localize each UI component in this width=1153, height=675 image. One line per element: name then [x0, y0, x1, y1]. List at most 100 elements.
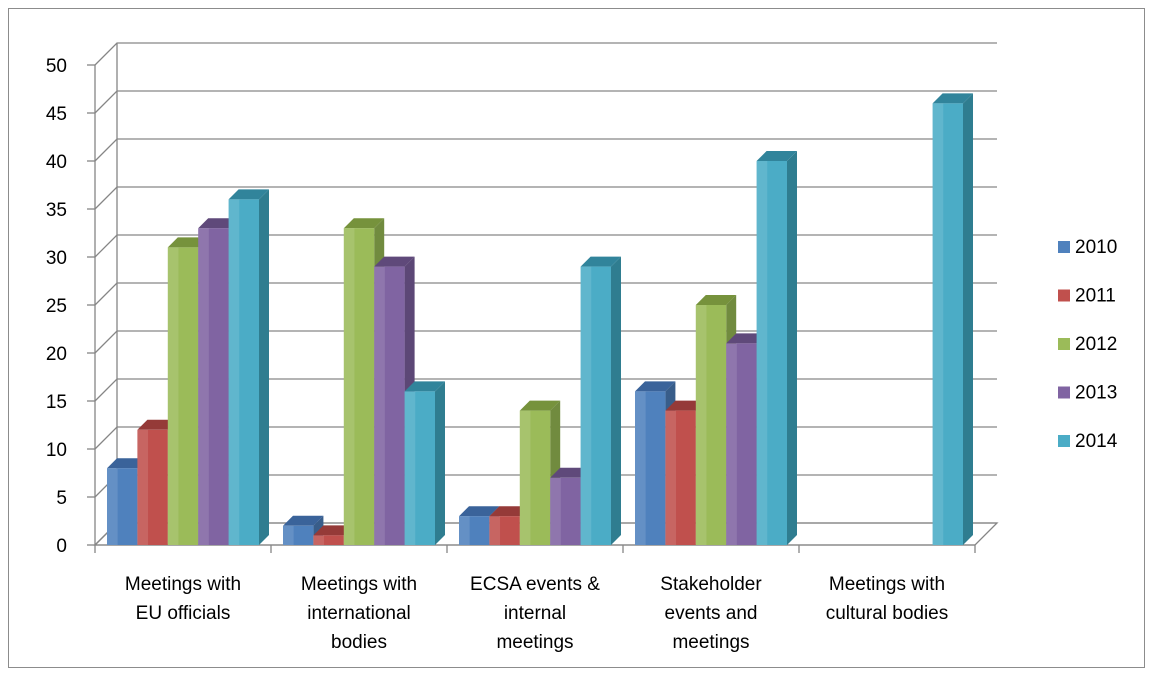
y-tick-label: 20: [46, 344, 67, 365]
y-tick-label: 30: [46, 248, 67, 269]
gridline: [94, 42, 997, 66]
bar-top: [228, 189, 269, 200]
bar-top: [374, 256, 415, 267]
y-tick-label: 10: [46, 440, 67, 461]
x-category-label: Meetings with cultural bodies: [826, 574, 949, 624]
bar-top: [756, 151, 797, 161]
bar-front: [489, 516, 520, 545]
bar-highlight: [107, 468, 118, 545]
legend-swatch: [1058, 338, 1070, 350]
bar-highlight: [932, 103, 944, 546]
bar-highlight: [313, 535, 325, 545]
bar-front: [198, 228, 229, 545]
bar-highlight: [665, 410, 677, 545]
gridline: [94, 138, 997, 162]
bar-top: [107, 458, 148, 469]
legend-label: 2010: [1075, 237, 1117, 258]
y-tick-label: 50: [46, 56, 67, 77]
bar-front: [374, 266, 405, 545]
y-tick-label: 45: [46, 104, 67, 125]
bar-highlight: [580, 266, 592, 545]
bar-highlight: [726, 343, 737, 545]
bar-highlight: [137, 429, 149, 545]
bar-front: [283, 525, 314, 545]
bar-top: [137, 419, 178, 430]
legend-label: 2011: [1075, 286, 1116, 307]
y-tick-label: 40: [46, 152, 67, 173]
legend-label: 2014: [1075, 431, 1118, 452]
bar-highlight: [695, 305, 707, 545]
bar-side: [259, 189, 269, 545]
bar-top: [283, 515, 324, 526]
bar-2014-3: [756, 151, 797, 545]
bar-side: [611, 256, 621, 545]
gridline: [94, 282, 997, 306]
bar-front: [550, 477, 581, 545]
bar-top: [580, 256, 621, 267]
bar-top: [313, 525, 354, 536]
bar-front: [167, 247, 199, 545]
bar-highlight: [519, 410, 531, 545]
bar-side: [963, 93, 973, 546]
bar-top: [343, 218, 385, 229]
bar-front: [726, 343, 757, 545]
legend-swatch: [1058, 435, 1070, 447]
bar-top: [695, 295, 737, 305]
bar-side: [435, 381, 445, 545]
bar-top: [167, 237, 209, 248]
gridline: [94, 186, 997, 210]
x-category-label: Stakeholder events and meetings: [660, 574, 762, 653]
x-category-label: ECSA events & internal meetings: [470, 574, 600, 653]
bar-top: [550, 467, 591, 478]
gridline: [94, 90, 997, 114]
bar-front: [519, 410, 551, 545]
bar-front: [932, 103, 963, 546]
bar-front: [665, 410, 696, 545]
bar-highlight: [756, 161, 768, 545]
bar-2010-1: [283, 515, 324, 545]
bar-front: [107, 468, 138, 545]
bar-front: [635, 391, 666, 545]
bar-top: [726, 333, 767, 344]
y-tick-label: 15: [46, 392, 67, 413]
bar-highlight: [374, 266, 385, 545]
bar-highlight: [489, 516, 501, 545]
gridline: [94, 234, 997, 258]
bar-front: [459, 516, 490, 545]
bar-front: [228, 199, 259, 545]
bar-top: [519, 400, 561, 411]
bar-front: [580, 266, 611, 545]
bar-highlight: [283, 525, 294, 545]
legend: 2010 2011 2012 2013 2014: [1058, 237, 1118, 452]
legend-swatch: [1058, 386, 1070, 399]
y-tick-label: 5: [56, 488, 67, 509]
bar-top: [489, 506, 530, 517]
bar-top: [404, 381, 445, 392]
legend-label: 2012: [1075, 334, 1117, 355]
y-tick-labels: 0 5 10 15 20 25 30 35 40 45 50: [46, 56, 67, 557]
bar-front: [404, 391, 435, 545]
bar-front: [756, 161, 787, 545]
bar-front: [695, 305, 727, 545]
bar-2014-0: [228, 189, 269, 545]
y-tick-label: 35: [46, 200, 67, 221]
bar-top: [459, 506, 500, 517]
bar-highlight: [459, 516, 470, 545]
bar-2014-4: [932, 93, 973, 546]
legend-swatch: [1058, 289, 1070, 302]
bars: [107, 93, 973, 546]
bar-front: [137, 429, 168, 545]
y-tick-label: 25: [46, 296, 67, 317]
y-tick-label: 0: [56, 536, 67, 557]
bar-highlight: [228, 199, 240, 545]
x-category-labels: Meetings with EU officials Meetings with in…: [125, 574, 948, 653]
bar-2014-1: [404, 381, 445, 545]
bar-top: [635, 381, 676, 392]
bar-front: [313, 535, 344, 545]
bar-top: [198, 218, 239, 229]
bar-highlight: [167, 247, 179, 545]
legend-swatch: [1058, 241, 1070, 253]
bar-highlight: [198, 228, 209, 545]
bar-2014-2: [580, 256, 621, 545]
